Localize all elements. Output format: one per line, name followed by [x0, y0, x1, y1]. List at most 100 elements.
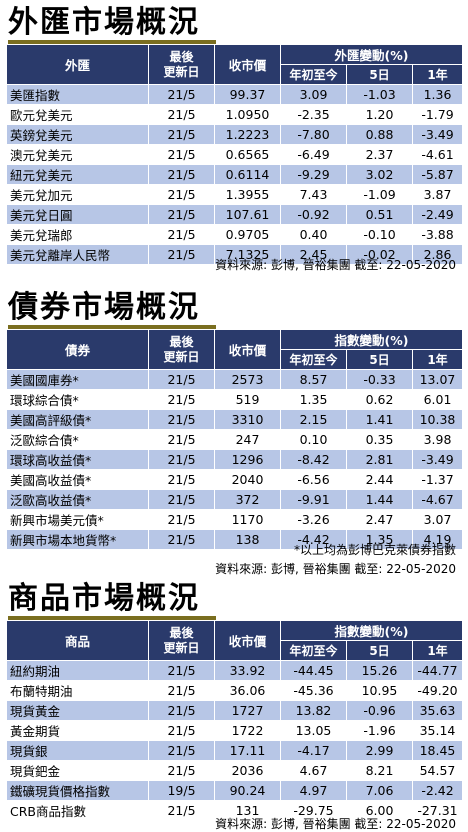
- bonds-footnote: *以上均為彭博巴克萊債券指數: [293, 543, 456, 557]
- cell-name: 美元兌瑞郎: [6, 224, 149, 245]
- cell-name: 美元兌日圓: [6, 204, 149, 225]
- cell-y1: -3.49: [412, 124, 463, 145]
- commodities-header-change-group: 指數變動(%): [280, 620, 463, 641]
- cell-y1: -4.67: [412, 489, 463, 510]
- commodities-source: 資料來源: 彭博, 晉裕集團 截至: 22-05-2020: [215, 817, 456, 831]
- cell-ytd: 2.45: [280, 244, 347, 265]
- table-row: 紐約期油 21/5 33.92 -44.45 15.26 -44.77: [6, 660, 463, 681]
- table-row: 布蘭特期油 21/5 36.06 -45.36 10.95 -49.20: [6, 680, 463, 701]
- cell-name: 紐元兌美元: [6, 164, 149, 185]
- cell-name: 黃金期貨: [6, 720, 149, 741]
- cell-d5: 2.81: [346, 449, 413, 470]
- cell-date: 21/5: [148, 489, 215, 510]
- table-row: 現貨黃金 21/5 1727 13.82 -0.96 35.63: [6, 700, 463, 721]
- commodities-header-ytd: 年初至今: [280, 640, 347, 661]
- table-row: 美國高評級債* 21/5 3310 2.15 1.41 10.38: [6, 409, 463, 430]
- bonds-header-5d: 5日: [346, 349, 413, 370]
- cell-d5: 2.44: [346, 469, 413, 490]
- cell-close: 90.24: [214, 780, 281, 801]
- cell-d5: 0.51: [346, 204, 413, 225]
- cell-y1: 10.38: [412, 409, 463, 430]
- cell-d5: 0.35: [346, 429, 413, 450]
- cell-name: 現貨黃金: [6, 700, 149, 721]
- cell-close: 247: [214, 429, 281, 450]
- bonds-title-rule: [8, 325, 216, 329]
- cell-close: 17.11: [214, 740, 281, 761]
- cell-date: 21/5: [148, 144, 215, 165]
- cell-y1: -49.20: [412, 680, 463, 701]
- cell-ytd: 13.82: [280, 700, 347, 721]
- table-row: CRB商品指數 21/5 131 -29.75 6.00 -27.31: [6, 800, 463, 821]
- cell-d5: -1.09: [346, 184, 413, 205]
- cell-name: 美元兌離岸人民幣: [6, 244, 149, 265]
- cell-date: 21/5: [148, 529, 215, 550]
- cell-name: CRB商品指數: [6, 800, 149, 821]
- bonds-table: 債券 最後 更新日 收市價 指數變動(%) 年初至今 5日 1年 美國國庫券* 2…: [6, 329, 463, 550]
- table-row: 美元兌瑞郎 21/5 0.9705 0.40 -0.10 -3.88: [6, 224, 463, 245]
- fx-source: 資料來源: 彭博, 晉裕集團 截至: 22-05-2020: [215, 258, 456, 272]
- cell-d5: 7.06: [346, 780, 413, 801]
- cell-name: 泛歐高收益債*: [6, 489, 149, 510]
- cell-y1: -2.42: [412, 780, 463, 801]
- table-row: 泛歐綜合債* 21/5 247 0.10 0.35 3.98: [6, 429, 463, 450]
- cell-ytd: 0.40: [280, 224, 347, 245]
- cell-close: 0.6565: [214, 144, 281, 165]
- cell-d5: 6.00: [346, 800, 413, 821]
- cell-close: 372: [214, 489, 281, 510]
- cell-name: 美國高評級債*: [6, 409, 149, 430]
- fx-header-close: 收市價: [214, 44, 281, 85]
- cell-ytd: -3.26: [280, 509, 347, 530]
- cell-name: 鐵礦現貨價格指數: [6, 780, 149, 801]
- cell-date: 21/5: [148, 84, 215, 105]
- cell-close: 1296: [214, 449, 281, 470]
- cell-close: 99.37: [214, 84, 281, 105]
- commodities-header-date: 最後 更新日: [148, 620, 215, 661]
- cell-d5: 1.41: [346, 409, 413, 430]
- table-row: 美元兌離岸人民幣 21/5 7.1325 2.45 -0.02 2.86: [6, 244, 463, 265]
- cell-date: 21/5: [148, 409, 215, 430]
- bonds-header-ytd: 年初至今: [280, 349, 347, 370]
- cell-y1: -1.37: [412, 469, 463, 490]
- cell-y1: -3.88: [412, 224, 463, 245]
- cell-close: 1.0950: [214, 104, 281, 125]
- cell-y1: -27.31: [412, 800, 463, 821]
- cell-d5: -0.02: [346, 244, 413, 265]
- cell-y1: 13.07: [412, 369, 463, 390]
- cell-y1: 4.19: [412, 529, 463, 550]
- commodities-header-name: 商品: [6, 620, 149, 661]
- cell-d5: 2.47: [346, 509, 413, 530]
- cell-y1: 1.36: [412, 84, 463, 105]
- table-row: 新興市場本地貨幣* 21/5 138 -4.42 1.35 4.19: [6, 529, 463, 550]
- cell-y1: -1.79: [412, 104, 463, 125]
- table-row: 美匯指數 21/5 99.37 3.09 -1.03 1.36: [6, 84, 463, 105]
- bonds-section: 債券市場概況 債券 最後 更新日 收市價 指數變動(%) 年初至今 5日 1年 …: [0, 285, 468, 577]
- cell-close: 107.61: [214, 204, 281, 225]
- cell-name: 澳元兌美元: [6, 144, 149, 165]
- cell-name: 美元兌加元: [6, 184, 149, 205]
- table-row: 美國高收益債* 21/5 2040 -6.56 2.44 -1.37: [6, 469, 463, 490]
- cell-close: 138: [214, 529, 281, 550]
- cell-close: 519: [214, 389, 281, 410]
- cell-date: 21/5: [148, 740, 215, 761]
- cell-d5: 8.21: [346, 760, 413, 781]
- table-row: 美國國庫券* 21/5 2573 8.57 -0.33 13.07: [6, 369, 463, 390]
- cell-name: 環球綜合債*: [6, 389, 149, 410]
- table-row: 環球綜合債* 21/5 519 1.35 0.62 6.01: [6, 389, 463, 410]
- cell-ytd: -6.49: [280, 144, 347, 165]
- cell-name: 英鎊兌美元: [6, 124, 149, 145]
- cell-close: 1722: [214, 720, 281, 741]
- cell-name: 現貨銀: [6, 740, 149, 761]
- cell-name: 美匯指數: [6, 84, 149, 105]
- cell-ytd: 2.15: [280, 409, 347, 430]
- cell-date: 21/5: [148, 164, 215, 185]
- cell-date: 21/5: [148, 800, 215, 821]
- cell-y1: 3.87: [412, 184, 463, 205]
- fx-section: 外匯市場概況 外匯 最後 更新日 收市價 外匯變動(%) 年初至今 5日 1年 …: [0, 0, 468, 278]
- commodities-table: 商品 最後 更新日 收市價 指數變動(%) 年初至今 5日 1年 紐約期油 21/…: [6, 620, 463, 821]
- cell-ytd: -4.42: [280, 529, 347, 550]
- fx-header-1y: 1年: [412, 64, 463, 85]
- cell-date: 21/5: [148, 369, 215, 390]
- cell-date: 21/5: [148, 469, 215, 490]
- cell-date: 21/5: [148, 660, 215, 681]
- cell-d5: 15.26: [346, 660, 413, 681]
